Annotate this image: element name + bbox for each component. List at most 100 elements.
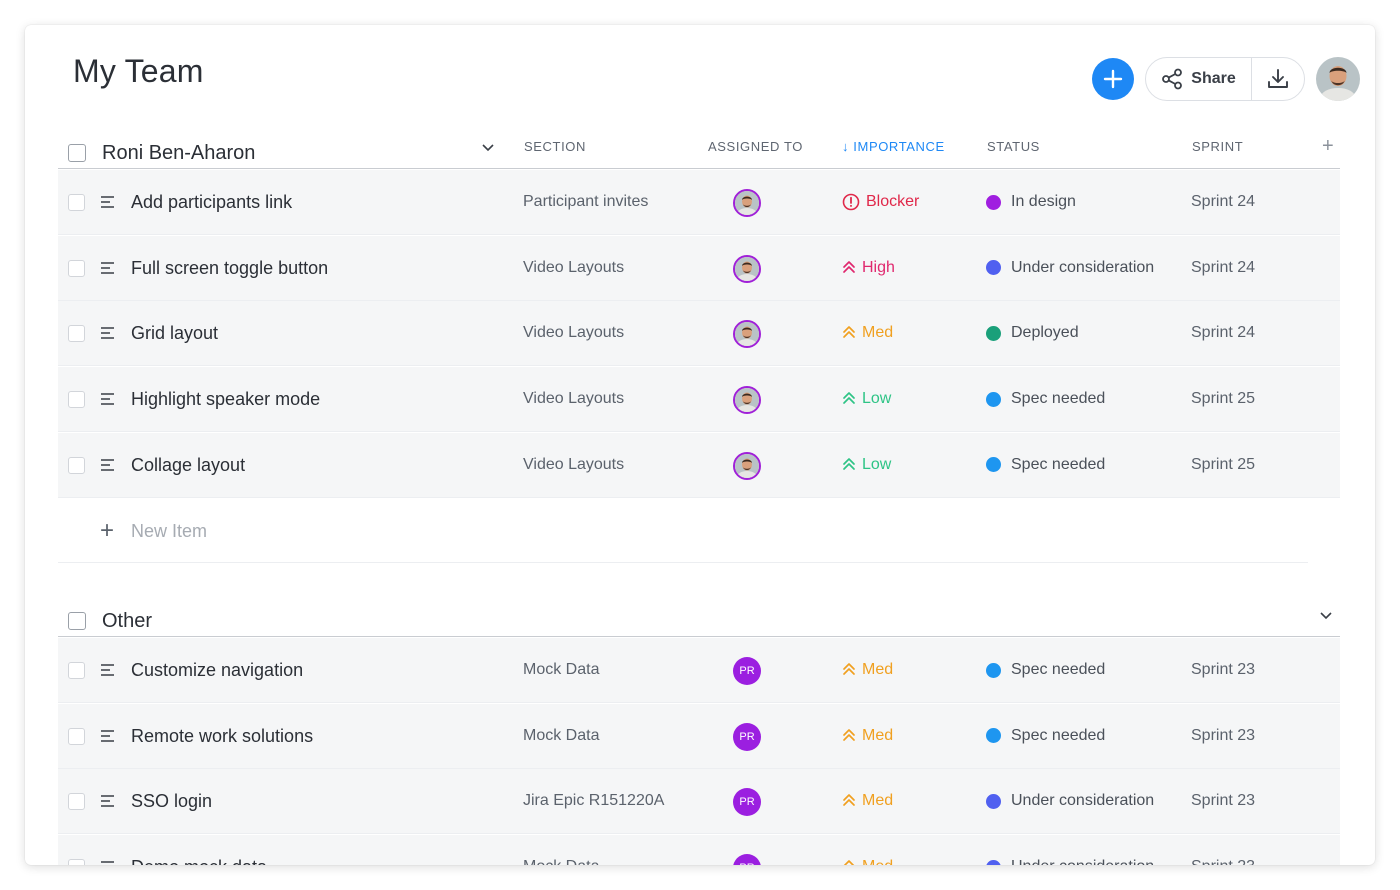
assignee-avatar[interactable] — [733, 451, 761, 480]
item-section[interactable]: Mock Data — [523, 726, 600, 744]
table-row[interactable]: Grid layout Video Layouts Med Deployed Sprin… — [58, 301, 1340, 367]
med-priority-icon — [843, 326, 855, 339]
drag-handle-icon[interactable] — [100, 458, 116, 472]
row-checkbox[interactable] — [68, 859, 85, 865]
item-title[interactable]: Grid layout — [131, 323, 219, 344]
drag-handle-icon[interactable] — [100, 392, 116, 406]
assignee-avatar[interactable]: PR — [733, 854, 761, 865]
item-section[interactable]: Video Layouts — [523, 324, 625, 342]
assignee-avatar[interactable]: PR — [733, 722, 761, 751]
item-title[interactable]: Full screen toggle button — [131, 257, 329, 278]
table-row[interactable]: Collage layout Video Layouts Low Spec neede… — [58, 432, 1340, 498]
item-sprint[interactable]: Sprint 25 — [1191, 390, 1256, 408]
item-section[interactable]: Jira Epic R151220A — [523, 792, 665, 810]
table-row[interactable]: Highlight speaker mode Video Layouts Low Sp… — [58, 367, 1340, 433]
drag-handle-icon[interactable] — [100, 195, 116, 209]
row-checkbox[interactable] — [68, 259, 85, 277]
item-section[interactable]: Video Layouts — [523, 390, 625, 408]
item-title[interactable]: Collage layout — [131, 454, 246, 475]
item-sprint[interactable]: Sprint 23 — [1191, 792, 1256, 810]
group-header: Roni Ben-Aharon SECTION ASSIGNED TO ↓ IM… — [58, 125, 1340, 169]
item-title[interactable]: Demo mock data — [131, 857, 267, 865]
item-section[interactable]: Mock Data — [523, 661, 600, 678]
importance-cell[interactable]: High — [842, 259, 895, 277]
item-sprint[interactable]: Sprint 24 — [1191, 193, 1256, 210]
item-title[interactable]: Highlight speaker mode — [131, 389, 321, 410]
status-cell[interactable]: Spec needed — [986, 390, 1105, 408]
table-row[interactable]: Add participants link Participant invites… — [58, 170, 1340, 235]
item-title[interactable]: Add participants link — [131, 192, 293, 212]
drag-handle-icon[interactable] — [100, 663, 116, 677]
drag-handle-icon[interactable] — [100, 860, 116, 865]
status-cell[interactable]: Under consideration — [986, 858, 1154, 865]
row-checkbox[interactable] — [68, 662, 85, 679]
column-header-status[interactable]: STATUS — [987, 139, 1040, 154]
chevron-down-icon[interactable] — [480, 139, 496, 155]
row-checkbox[interactable] — [68, 793, 85, 811]
status-cell[interactable]: Deployed — [986, 324, 1079, 342]
item-section[interactable]: Video Layouts — [523, 455, 625, 473]
row-checkbox[interactable] — [68, 325, 85, 343]
row-checkbox[interactable] — [68, 194, 85, 211]
download-button[interactable] — [1252, 58, 1304, 100]
status-cell[interactable]: Spec needed — [986, 727, 1105, 745]
table-row[interactable]: Customize navigation Mock Data PR Med Spec n… — [58, 638, 1340, 703]
item-sprint[interactable]: Sprint 25 — [1191, 455, 1256, 473]
assignee-avatar[interactable]: PR — [733, 788, 761, 817]
column-header-sprint[interactable]: SPRINT — [1192, 139, 1244, 154]
importance-cell[interactable]: Med — [842, 324, 893, 342]
assignee-avatar[interactable] — [733, 386, 761, 415]
drag-handle-icon[interactable] — [100, 729, 116, 743]
item-sprint[interactable]: Sprint 24 — [1191, 258, 1256, 276]
table-row[interactable]: Remote work solutions Mock Data PR Med Spec … — [58, 703, 1340, 769]
group-checkbox[interactable] — [68, 144, 86, 162]
item-section[interactable]: Video Layouts — [523, 258, 625, 276]
row-checkbox[interactable] — [68, 391, 85, 409]
assignee-avatar[interactable] — [733, 189, 761, 217]
row-checkbox[interactable] — [68, 727, 85, 745]
drag-handle-icon[interactable] — [100, 261, 116, 275]
column-header-importance[interactable]: ↓ IMPORTANCE — [842, 139, 945, 154]
status-cell[interactable]: Spec needed — [986, 456, 1105, 474]
status-cell[interactable]: Spec needed — [986, 661, 1105, 679]
assignee-avatar[interactable]: PR — [733, 657, 761, 685]
item-section[interactable]: Participant invites — [523, 193, 649, 210]
column-header-section[interactable]: SECTION — [524, 139, 586, 154]
status-cell[interactable]: In design — [986, 193, 1076, 211]
importance-label: Med — [862, 792, 894, 810]
user-avatar[interactable] — [1316, 57, 1360, 101]
status-cell[interactable]: Under consideration — [986, 259, 1154, 277]
item-sprint[interactable]: Sprint 24 — [1191, 324, 1256, 342]
column-header-assigned[interactable]: ASSIGNED TO — [708, 139, 803, 154]
assignee-avatar[interactable] — [733, 320, 761, 349]
drag-handle-icon[interactable] — [100, 794, 116, 808]
table-row[interactable]: Demo mock data Mock Data PR Med Under consid… — [58, 835, 1340, 865]
importance-cell[interactable]: Low — [842, 456, 891, 474]
share-button[interactable]: Share — [1146, 58, 1252, 100]
item-sprint[interactable]: Sprint 23 — [1191, 858, 1255, 865]
row-checkbox[interactable] — [68, 456, 85, 474]
drag-handle-icon[interactable] — [100, 326, 116, 340]
add-column-icon[interactable]: + — [1322, 135, 1334, 157]
add-button[interactable] — [1092, 58, 1134, 100]
importance-cell[interactable]: Low — [842, 390, 891, 408]
chevron-down-icon[interactable] — [1318, 607, 1334, 623]
table-row[interactable]: SSO login Jira Epic R151220A PR Med Under co… — [58, 769, 1340, 835]
new-item-label[interactable]: New Item — [131, 521, 208, 541]
item-title[interactable]: SSO login — [131, 791, 213, 812]
importance-cell[interactable]: Blocker — [842, 193, 919, 211]
importance-cell[interactable]: Med — [842, 858, 893, 865]
new-item-row[interactable]: + New Item — [58, 497, 1308, 563]
item-title[interactable]: Remote work solutions — [131, 725, 314, 746]
group-checkbox[interactable] — [68, 612, 86, 630]
item-title[interactable]: Customize navigation — [131, 660, 304, 680]
importance-cell[interactable]: Med — [842, 792, 893, 810]
item-sprint[interactable]: Sprint 23 — [1191, 661, 1256, 678]
item-section[interactable]: Mock Data — [523, 858, 599, 865]
status-cell[interactable]: Under consideration — [986, 792, 1154, 810]
item-sprint[interactable]: Sprint 23 — [1191, 726, 1256, 744]
table-row[interactable]: Full screen toggle button Video Layouts Hi… — [58, 235, 1340, 301]
importance-cell[interactable]: Med — [842, 661, 893, 679]
importance-cell[interactable]: Med — [842, 727, 893, 745]
assignee-avatar[interactable] — [733, 254, 761, 283]
